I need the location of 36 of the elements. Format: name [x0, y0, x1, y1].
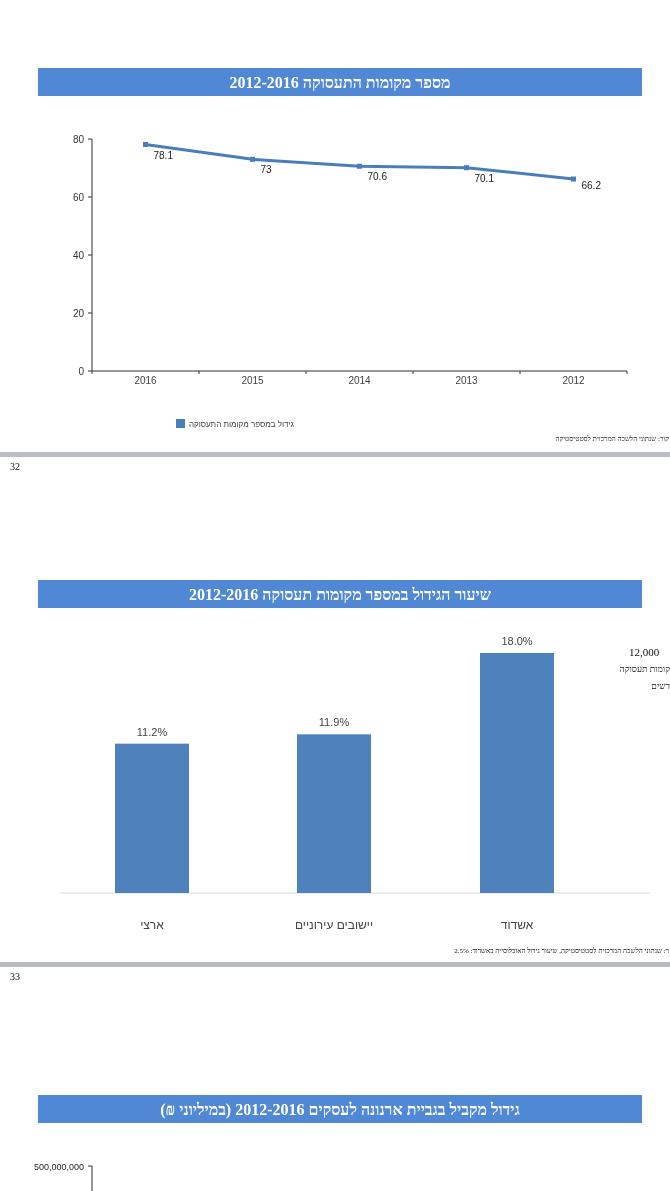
y-tick-label: 40: [72, 250, 85, 261]
data-label: 78.1: [153, 149, 174, 161]
data-label: 11.2%: [136, 725, 168, 738]
x-tick-label: ארצי: [140, 918, 165, 932]
text: 500,000,000: [33, 1162, 84, 1172]
data-label: 18.0%: [501, 635, 533, 647]
point: [143, 142, 148, 148]
y-tick-label: 0: [78, 366, 85, 377]
chart-title: שיעור הגידול במספר מקומות תעסוקה 2012-2016: [189, 586, 492, 603]
point: [357, 163, 362, 169]
x-tick-label: 2014: [348, 375, 372, 386]
x-tick-label: 2012: [562, 375, 586, 386]
x-tick-label: יישובים עירוניים: [294, 918, 374, 932]
text: דשים: [651, 681, 670, 691]
data-label: 70.1: [474, 172, 495, 184]
y-tick-label: 80: [72, 134, 85, 145]
chart-title: מספר מקומות התעסוקה 2012-2016: [229, 74, 451, 91]
x-tick-label: 2015: [241, 375, 265, 386]
x-tick-label: 2013: [455, 375, 479, 386]
point: [571, 176, 576, 182]
y-tick-label: 60: [72, 192, 85, 203]
data-label: 70.6: [367, 171, 388, 183]
y-tick-label: 20: [72, 308, 85, 319]
point: [464, 165, 469, 171]
point: [250, 156, 255, 162]
annotation: 12,000: [629, 646, 660, 658]
text: 32: [10, 461, 20, 472]
text: גידול מקביל בגביית ארנונה לעסקים 2012-2016 (במיליוני ₪): [160, 1101, 520, 1119]
annotation: קומות תעסוקה: [619, 664, 670, 674]
legend-label: גידול במספר מקומות התעסוקה: [189, 420, 295, 429]
data-label: 73: [260, 164, 273, 176]
data-label: 66.2: [581, 180, 602, 192]
x-tick-label: 2016: [134, 375, 158, 386]
x-tick-label: אשדוד: [500, 918, 534, 932]
data-label: 11.9%: [318, 716, 350, 729]
text: 33: [10, 971, 20, 982]
